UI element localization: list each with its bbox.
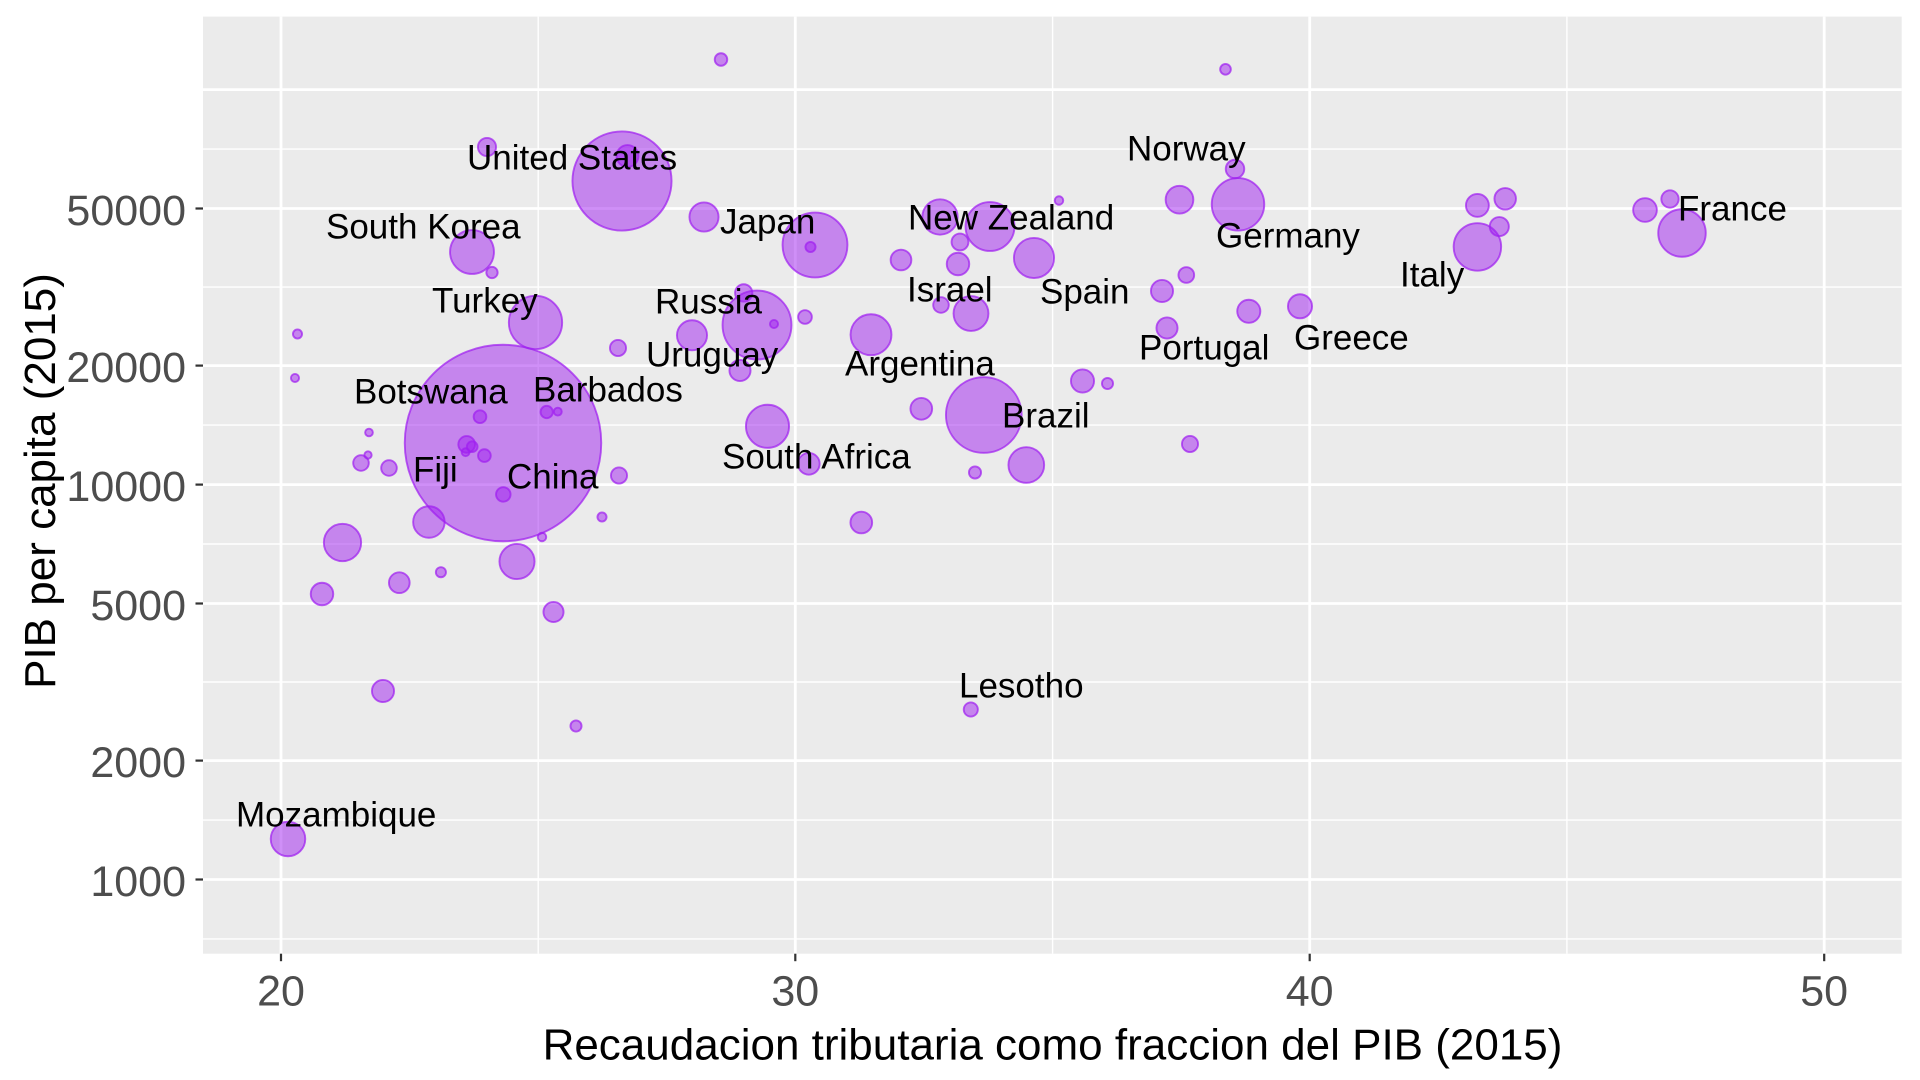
- svg-text:Norway: Norway: [1127, 130, 1246, 169]
- svg-text:40: 40: [1286, 968, 1334, 1016]
- svg-text:1000: 1000: [90, 858, 186, 906]
- svg-text:Portugal: Portugal: [1139, 329, 1269, 368]
- svg-text:United States: United States: [467, 139, 677, 178]
- svg-text:PIB per capita (2015): PIB per capita (2015): [16, 273, 65, 689]
- svg-text:China: China: [507, 458, 599, 497]
- svg-text:Greece: Greece: [1294, 319, 1409, 358]
- svg-text:Uruguay: Uruguay: [646, 336, 779, 375]
- svg-text:50000: 50000: [66, 187, 186, 235]
- svg-text:Brazil: Brazil: [1002, 397, 1090, 436]
- svg-text:20: 20: [257, 968, 305, 1016]
- svg-text:France: France: [1678, 190, 1787, 229]
- svg-text:Barbados: Barbados: [533, 371, 683, 410]
- svg-text:New Zealand: New Zealand: [908, 199, 1114, 238]
- svg-text:Recaudacion tributaria como fr: Recaudacion tributaria como fraccion del…: [543, 1021, 1563, 1070]
- svg-text:Turkey: Turkey: [432, 282, 538, 321]
- svg-text:50: 50: [1800, 968, 1848, 1016]
- svg-text:2000: 2000: [90, 739, 186, 787]
- svg-text:10000: 10000: [66, 463, 186, 511]
- svg-text:Israel: Israel: [907, 271, 993, 310]
- svg-text:Argentina: Argentina: [845, 345, 995, 384]
- svg-text:Lesotho: Lesotho: [959, 667, 1084, 706]
- svg-text:Germany: Germany: [1216, 217, 1360, 256]
- svg-text:South Africa: South Africa: [722, 438, 911, 477]
- svg-text:Japan: Japan: [720, 203, 815, 242]
- svg-text:Mozambique: Mozambique: [236, 796, 436, 835]
- svg-text:Italy: Italy: [1400, 256, 1465, 295]
- svg-text:30: 30: [771, 968, 819, 1016]
- svg-text:20000: 20000: [66, 344, 186, 392]
- svg-text:South Korea: South Korea: [326, 208, 521, 247]
- svg-text:Spain: Spain: [1040, 273, 1130, 312]
- svg-text:Fiji: Fiji: [413, 451, 458, 490]
- svg-text:Botswana: Botswana: [354, 373, 508, 412]
- svg-text:5000: 5000: [90, 582, 186, 630]
- svg-text:Russia: Russia: [655, 283, 763, 322]
